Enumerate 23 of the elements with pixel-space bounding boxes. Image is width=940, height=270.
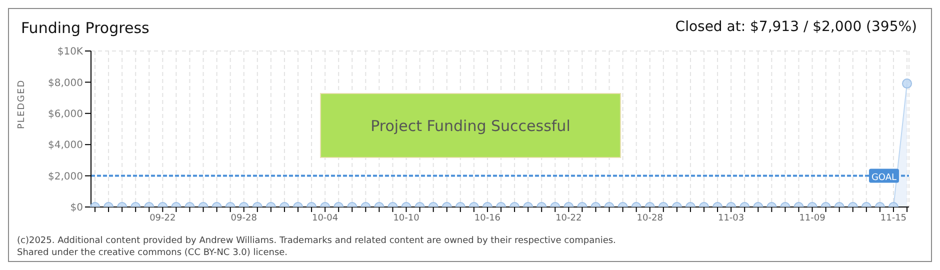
x-tick-label: 11-03 [718, 213, 744, 224]
x-tick-label: 10-04 [312, 213, 338, 224]
y-tick-label: $6,000 [48, 108, 83, 120]
x-tick-label: 10-22 [556, 213, 582, 224]
y-axis-title: PLEDGED [17, 79, 28, 129]
y-tick-label: $4,000 [48, 140, 83, 152]
x-tick-label: 10-28 [636, 213, 664, 224]
x-tick-label: 11-09 [799, 213, 826, 224]
y-tick-label: $8,000 [48, 78, 83, 89]
x-tick-label: 10-16 [474, 213, 501, 224]
banner-box: Project Funding Successful [320, 93, 621, 158]
text: Shared under the creative commons (CC BY-NC 3.0) license. [17, 247, 289, 259]
y-tick-label: $2,000 [48, 171, 83, 182]
chart-title: Funding Progress [21, 19, 150, 37]
text: (c)2025. Additional content provided by Andrew Williams. Trademarks and related content are owned by their respective companies. [17, 235, 616, 247]
y-tick-label: $0 [70, 202, 83, 214]
chart-subtitle: Closed at: $7,913 / $2,000 (395%) [675, 19, 917, 35]
x-tick-label: 09-28 [230, 213, 258, 224]
ref-line-label: GOAL [871, 172, 897, 183]
x-tick-label: 11-15 [880, 213, 907, 224]
x-tick-label: 09-22 [150, 213, 176, 224]
y-tick-label: $10K [57, 46, 84, 58]
x-tick-label: 10-10 [393, 213, 420, 224]
